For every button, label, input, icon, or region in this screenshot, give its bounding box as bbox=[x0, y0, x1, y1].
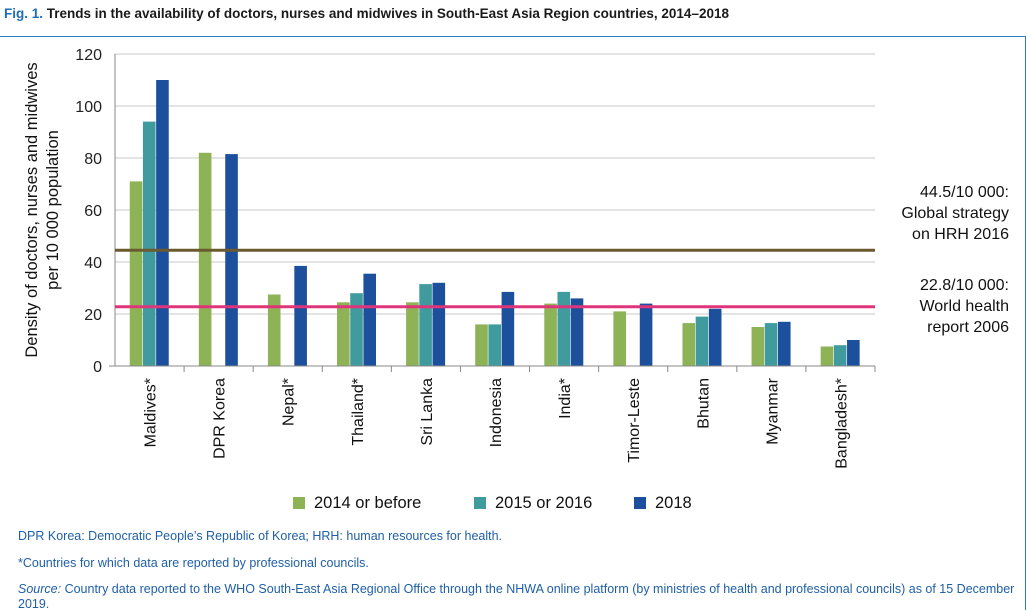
bar bbox=[156, 80, 169, 366]
bar bbox=[488, 324, 501, 366]
bar bbox=[337, 302, 350, 366]
bar bbox=[777, 321, 791, 366]
bar bbox=[695, 316, 709, 366]
bar bbox=[406, 302, 419, 366]
y-tick-label: 120 bbox=[75, 47, 102, 64]
bar bbox=[225, 154, 238, 366]
y-tick-label: 80 bbox=[84, 151, 102, 168]
figure-number: Fig. 1. bbox=[4, 6, 44, 21]
bar bbox=[557, 291, 571, 366]
y-axis-title-line2: per 10 000 population bbox=[44, 130, 62, 290]
y-tick-label: 100 bbox=[75, 99, 102, 116]
bar bbox=[847, 340, 860, 366]
bar bbox=[363, 273, 377, 366]
source-text: Country data reported to the WHO South-E… bbox=[18, 582, 1015, 611]
bar bbox=[764, 323, 778, 366]
legend-label: 2018 bbox=[655, 494, 692, 512]
source-note: Source: Country data reported to the WHO… bbox=[18, 582, 1018, 612]
x-tick-label: Thailand* bbox=[350, 378, 367, 446]
x-tick-label: DPR Korea bbox=[212, 378, 229, 459]
reference-line-label: 22.8/10 000: bbox=[920, 277, 1009, 294]
x-tick-label: India* bbox=[557, 378, 574, 419]
bar bbox=[682, 323, 696, 366]
x-tick-label: Bhutan bbox=[695, 378, 712, 429]
bar bbox=[639, 303, 653, 366]
bar bbox=[820, 346, 834, 366]
bar-chart: 0 20 40 60 80 100 120 Density of doctors, nurse… bbox=[23, 47, 1009, 512]
bar bbox=[570, 298, 584, 366]
legend-swatch bbox=[474, 497, 486, 509]
y-tick-label: 0 bbox=[93, 359, 102, 376]
bar bbox=[267, 294, 281, 366]
bar bbox=[501, 291, 515, 366]
bar bbox=[544, 303, 557, 366]
x-tick-label: Maldives* bbox=[143, 378, 160, 447]
source-label: Source: bbox=[18, 582, 62, 596]
bar bbox=[294, 265, 307, 366]
legend-swatch bbox=[634, 497, 646, 509]
x-tick-label: Nepal* bbox=[281, 378, 298, 426]
figure-title: Fig. 1. Trends in the availability of do… bbox=[4, 6, 729, 21]
bar bbox=[432, 282, 446, 366]
reference-line-label: report 2006 bbox=[927, 319, 1009, 336]
figure-title-text: Trends in the availability of doctors, n… bbox=[46, 6, 729, 21]
legend-label: 2014 or before bbox=[314, 494, 421, 512]
bar bbox=[129, 181, 143, 366]
x-tick-label: Indonesia bbox=[488, 378, 505, 447]
bar bbox=[198, 152, 212, 366]
x-tick-label: Sri Lanka bbox=[419, 378, 436, 446]
bar bbox=[419, 284, 432, 366]
bar bbox=[708, 308, 722, 366]
reference-line-label: Global strategy bbox=[901, 205, 1009, 222]
bar bbox=[613, 311, 626, 366]
y-tick-label: 20 bbox=[84, 307, 102, 324]
bar bbox=[751, 327, 765, 366]
y-tick-label: 40 bbox=[84, 255, 102, 272]
asterisk-note: *Countries for which data are reported b… bbox=[18, 556, 369, 570]
bar bbox=[142, 121, 156, 366]
reference-line-label: 44.5/10 000: bbox=[920, 184, 1009, 201]
bar bbox=[475, 324, 488, 366]
x-tick-label: Bangladesh* bbox=[833, 378, 850, 469]
reference-line-label: World health bbox=[919, 298, 1009, 315]
y-tick-label: 60 bbox=[84, 203, 102, 220]
bar bbox=[350, 293, 363, 366]
bar bbox=[833, 345, 847, 366]
y-axis-title-line1: Density of doctors, nurses and midwives bbox=[23, 62, 41, 357]
abbreviation-note: DPR Korea: Democratic People’s Republic … bbox=[18, 529, 503, 543]
figure-frame bbox=[0, 36, 1026, 610]
legend-label: 2015 or 2016 bbox=[495, 494, 592, 512]
legend-swatch bbox=[293, 497, 305, 509]
x-tick-label: Myanmar bbox=[764, 377, 781, 444]
reference-line-label: on HRH 2016 bbox=[912, 226, 1009, 243]
x-tick-label: Timor-Leste bbox=[626, 378, 643, 463]
